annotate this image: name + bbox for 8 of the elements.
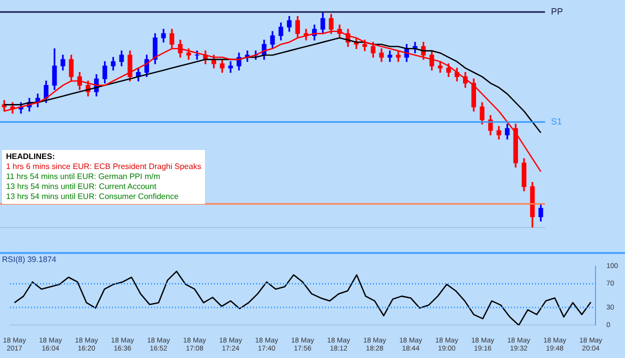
ref-line-label: PP xyxy=(551,6,564,16)
annotation: 13 hrs 54 mins until EUR: Consumer Confidence xyxy=(6,192,180,202)
ref-line-label: S1 xyxy=(551,116,562,126)
annotation: 11 hrs 54 mins until EUR: German PPI m/m xyxy=(6,172,162,182)
annotation: 13 hrs 54 mins until EUR: Current Account xyxy=(6,182,158,192)
annotation: 1 hrs 6 mins since EUR: ECB President Draghi Speaks xyxy=(6,162,202,172)
chart-title: RSI(8) 39.1874 xyxy=(2,255,56,264)
annotation: HEADLINES: xyxy=(6,152,56,162)
